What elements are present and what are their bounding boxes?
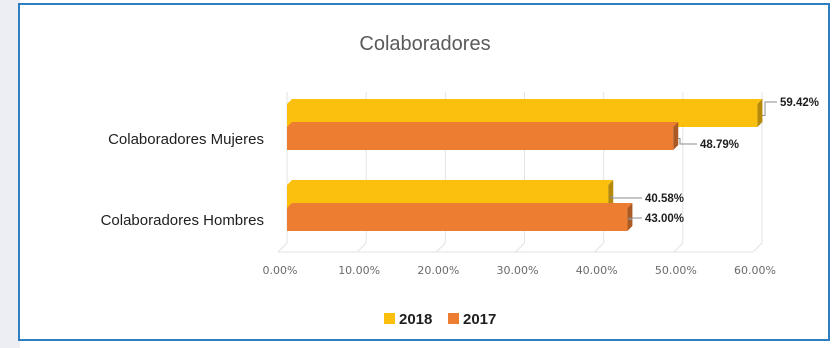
data-label: 59.42% bbox=[780, 97, 819, 109]
data-label: 48.79% bbox=[700, 139, 739, 151]
legend: 2018 2017 bbox=[384, 311, 496, 328]
x-tick-labels: 0.00% 10.00% 20.00% 30.00% 40.00% 50.00% 60.00… bbox=[263, 264, 776, 277]
x-tick-label: 20.00% bbox=[417, 264, 459, 277]
data-label-leader bbox=[610, 196, 642, 199]
category-label: Colaboradores Hombres bbox=[101, 212, 264, 229]
category-labels: Colaboradores Mujeres Colaboradores Hombr… bbox=[101, 131, 264, 229]
chart-title: Colaboradores bbox=[359, 33, 490, 55]
data-label: 43.00% bbox=[645, 213, 684, 225]
data-label-leader bbox=[678, 138, 697, 145]
grid-line bbox=[277, 92, 288, 253]
x-tick-label: 10.00% bbox=[338, 264, 380, 277]
data-label: 40.58% bbox=[645, 193, 684, 205]
bar-top bbox=[287, 203, 633, 208]
bar bbox=[287, 208, 628, 231]
data-label-leader bbox=[762, 101, 777, 116]
x-tick-label: 60.00% bbox=[734, 264, 776, 277]
bars bbox=[287, 99, 763, 231]
x-tick-label: 50.00% bbox=[655, 264, 697, 277]
grid-line bbox=[752, 92, 763, 253]
x-tick-label: 30.00% bbox=[497, 264, 539, 277]
bar bbox=[287, 104, 758, 127]
bar-end bbox=[627, 203, 633, 231]
x-tick-label: 0.00% bbox=[263, 264, 298, 277]
category-label: Colaboradores Mujeres bbox=[108, 131, 264, 148]
data-label-leader bbox=[628, 217, 642, 220]
legend-swatch bbox=[448, 313, 459, 324]
data-labels: 59.42% 48.79% 40.58% 43.00% bbox=[610, 97, 819, 225]
bar-end bbox=[757, 99, 763, 127]
grid-line bbox=[673, 92, 684, 253]
x-tick-label: 40.00% bbox=[576, 264, 618, 277]
bar-top bbox=[287, 99, 763, 104]
legend-label: 2017 bbox=[463, 311, 496, 328]
bar bbox=[287, 127, 674, 150]
legend-swatch bbox=[384, 313, 395, 324]
bar bbox=[287, 185, 609, 208]
bar-top bbox=[287, 180, 614, 185]
side-panel bbox=[0, 0, 20, 348]
chart-frame bbox=[18, 3, 830, 341]
bar-end bbox=[673, 122, 679, 150]
bar-end bbox=[608, 180, 614, 208]
legend-label: 2018 bbox=[399, 311, 432, 328]
bar-top bbox=[287, 122, 679, 127]
